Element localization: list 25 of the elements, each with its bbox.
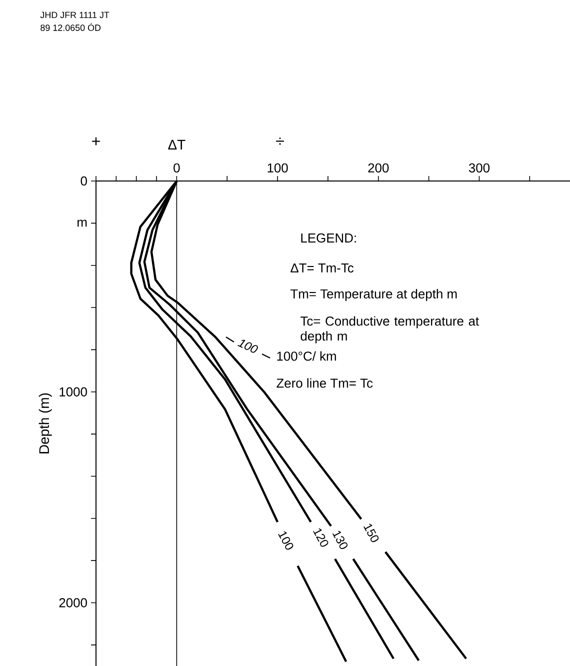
annotation: 100: [238, 340, 258, 353]
y-tick-label: m: [78, 220, 87, 227]
x-tick-label: 300: [468, 163, 490, 172]
x-tick-label: 0: [174, 163, 180, 172]
y-axis-title: Depth (m): [38, 393, 52, 454]
text: 100: [278, 531, 294, 550]
text: +: [92, 137, 100, 146]
x-axis-title: ΔT: [168, 140, 186, 150]
annotation: 100°C/ km: [277, 351, 336, 361]
y-tick-label: 1000: [60, 387, 87, 396]
annotation: LEGEND:: [301, 233, 356, 243]
text: ÷: [276, 138, 284, 145]
y-tick-label: 2000: [59, 598, 87, 608]
text: 89 12.0650 ÓD: [40, 23, 101, 31]
text: 130: [332, 530, 348, 550]
text: 150: [364, 524, 379, 542]
annotation: Zero line Tm= Tc: [276, 378, 373, 388]
y-tick-label: 0: [80, 176, 87, 186]
x-tick-label: 100: [268, 163, 288, 172]
annotation: ΔT= Tm-Tc: [290, 263, 354, 273]
text: JHD JFR 1111 JT: [40, 12, 110, 18]
annotation: Tm= Temperature at depth m: [290, 288, 457, 302]
x-tick-label: 200: [368, 163, 389, 172]
annotation: Tc= Conductive temperature at depth m: [300, 316, 479, 344]
text: 120: [313, 528, 328, 547]
